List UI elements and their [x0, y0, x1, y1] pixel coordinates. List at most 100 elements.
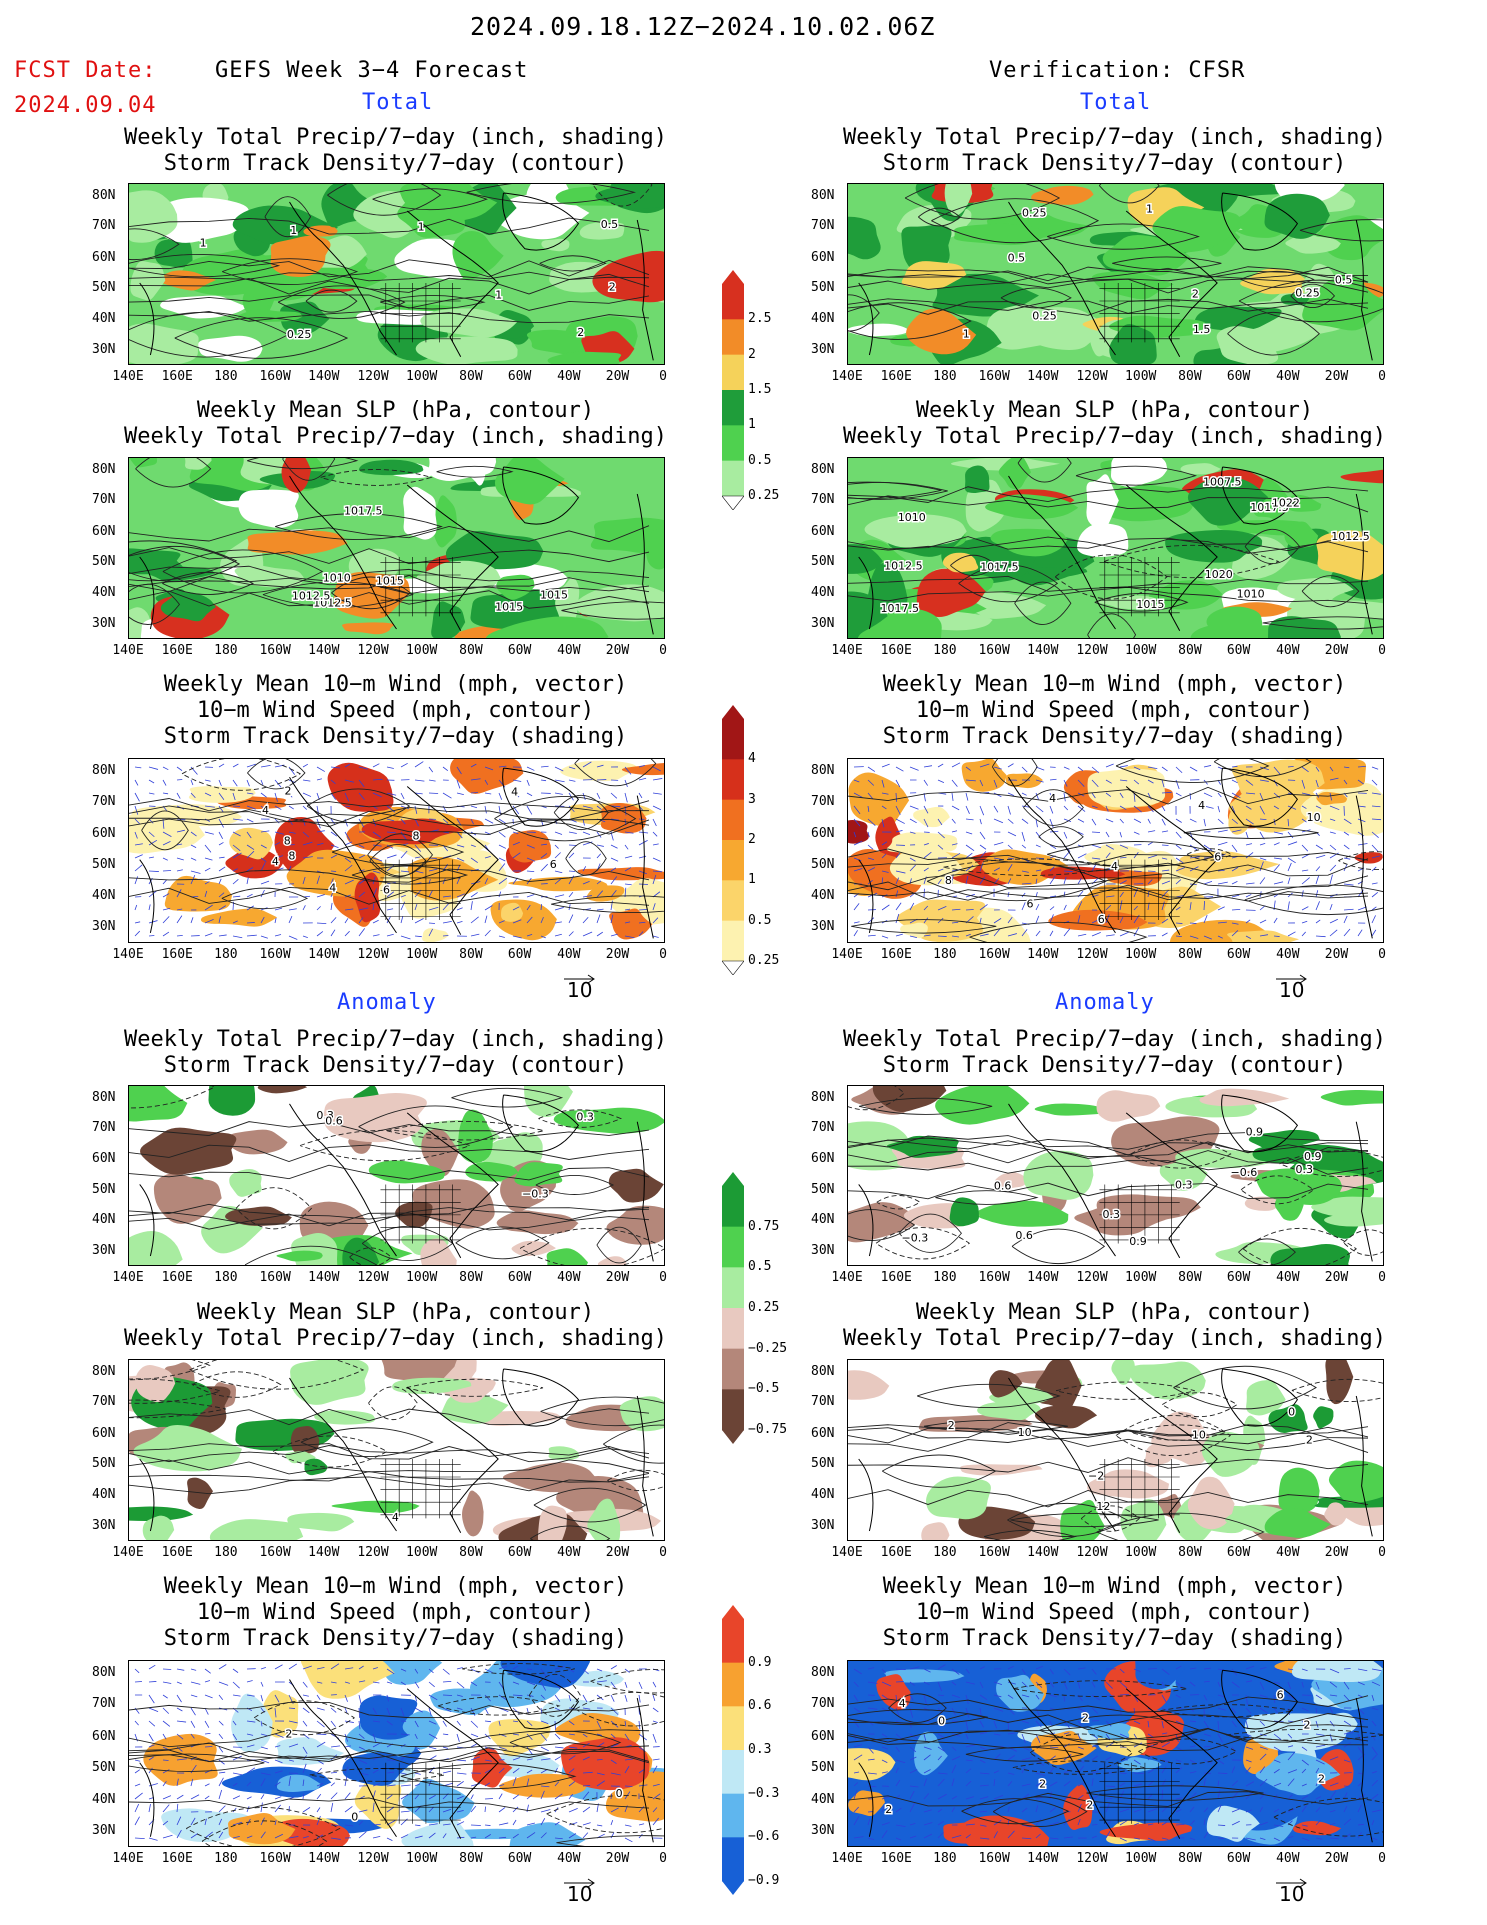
fc-total-slp_precip-title-1: Weekly Total Precip/7−day (inch, shading… [123, 424, 668, 449]
shading-region [237, 309, 303, 322]
lon-tick-label: 160W [259, 947, 291, 962]
shading-region [397, 189, 466, 238]
colorbar-cap-bottom [722, 495, 744, 510]
colorbar-storm_anom [722, 1605, 744, 1895]
lon-tick-label: 20W [1324, 1545, 1349, 1560]
shading-region [129, 323, 199, 364]
shading-region [462, 1490, 484, 1537]
lon-tick-label: 160W [978, 1270, 1010, 1285]
shading-region [1327, 1712, 1358, 1733]
lon-tick-label: 180 [214, 1270, 238, 1285]
contour-label: 0.25 [1295, 286, 1320, 299]
lon-tick-label: 20W [605, 643, 630, 658]
shading-region [560, 760, 637, 782]
shading-region [996, 1674, 1045, 1712]
vf-total-precip_storm-title-1: Storm Track Density/7−day (contour) [882, 151, 1347, 176]
lat-tick-label: 40N [92, 310, 116, 326]
shading-region [287, 1512, 355, 1532]
contour-label: 4 [511, 785, 518, 798]
shading-region [592, 250, 664, 303]
lon-tick-label: 140E [112, 1270, 144, 1285]
contour-label: 0.25 [1022, 206, 1046, 219]
contour-label: 0 [351, 1811, 358, 1824]
colorbar-precip_anom [722, 1172, 744, 1444]
shading-region [867, 562, 908, 607]
lon-tick-label: 100W [406, 1270, 438, 1285]
shading-region [353, 190, 420, 239]
shading-region [208, 1086, 256, 1116]
state-borders [380, 557, 461, 617]
shading-region [913, 806, 950, 828]
shading-region [1003, 307, 1120, 351]
lon-tick-label: 180 [214, 1545, 238, 1560]
colorbar-swatch [722, 319, 744, 356]
lon-tick-label: 20W [605, 369, 630, 384]
lon-tick-label: 140W [308, 643, 340, 658]
vf-total-slp_precip-map: 1017.5 1010 1012.5 1010 1012.5 1017.5 1007.5 10… [847, 457, 1384, 639]
vector-reference-arrow [1275, 969, 1309, 988]
shading-region [373, 1661, 443, 1685]
contour-label: 2 [609, 281, 616, 294]
section-total-right: Total [1080, 90, 1152, 115]
shading-region [1034, 1405, 1098, 1429]
lon-tick-label: 140W [308, 369, 340, 384]
contour-label: 4 [1198, 799, 1205, 812]
shading-region [1264, 1508, 1331, 1538]
contour-label: 8 [284, 834, 291, 847]
lon-tick-label: 80W [1178, 369, 1202, 384]
lon-tick-label: 120W [1076, 643, 1108, 658]
lon-tick-label: 120W [357, 1270, 389, 1285]
contour-label: 2 [1082, 1711, 1089, 1724]
shading-region [1222, 184, 1284, 197]
lon-tick-label: 140E [831, 643, 863, 658]
lon-tick-label: 180 [214, 643, 238, 658]
contour-lines [848, 1365, 1383, 1540]
lat-tick-label: 60N [92, 523, 116, 539]
lon-tick-label: 80W [1178, 1851, 1202, 1866]
contour-label: 0.25 [287, 328, 312, 341]
state-borders [1099, 1184, 1180, 1244]
lat-tick-label: 40N [92, 584, 116, 600]
colorbar-tick-label: 0.5 [748, 912, 772, 928]
lon-tick-label: 0 [1378, 369, 1386, 384]
lat-tick-label: 60N [92, 1728, 116, 1744]
shading-region [160, 295, 248, 319]
lon-tick-label: 0 [659, 643, 667, 658]
colorbar-swatch [722, 1837, 744, 1882]
coastline [139, 1094, 654, 1262]
shading-region [187, 1477, 213, 1510]
lat-tick-label: 80N [92, 187, 116, 203]
shading-region [452, 230, 504, 281]
contour-label: 2 [885, 1803, 892, 1816]
colorbar-tick-label: −0.5 [748, 1381, 780, 1397]
lat-tick-label: 60N [92, 1425, 116, 1441]
shading-region [1325, 1360, 1354, 1405]
vf-total-precip_storm-map: 1 0.5 0.25 2 1.5 0.25 0.5 0.25 1 [847, 183, 1384, 365]
lon-tick-label: 160E [880, 369, 912, 384]
shading-region [416, 560, 501, 593]
shading-region [514, 1162, 563, 1187]
shading-region [359, 1695, 418, 1740]
colorbar-swatch [722, 284, 744, 320]
lon-tick-label: 0 [659, 1851, 667, 1866]
shading-region [1255, 1168, 1343, 1205]
shading-region [1027, 566, 1088, 578]
shading-region [848, 1370, 890, 1400]
lat-tick-label: 30N [811, 1517, 835, 1533]
shading-region [184, 458, 212, 470]
colorbar-storm_total [722, 705, 744, 975]
lon-tick-label: 120W [357, 643, 389, 658]
shading-region [1206, 606, 1263, 638]
shading-region [327, 762, 394, 812]
contour-label: 4 [392, 1511, 399, 1524]
contour-label: 0.5 [601, 218, 619, 231]
contour-lines [848, 184, 1383, 356]
lat-tick-label: 70N [92, 218, 116, 234]
lon-tick-label: 180 [933, 369, 957, 384]
lon-tick-label: 160E [880, 947, 912, 962]
lon-tick-label: 100W [1125, 1851, 1157, 1866]
fc-anom-slp_precip-map: 4 [128, 1359, 665, 1541]
lon-tick-label: 0 [659, 1545, 667, 1560]
lon-tick-label: 160W [978, 643, 1010, 658]
